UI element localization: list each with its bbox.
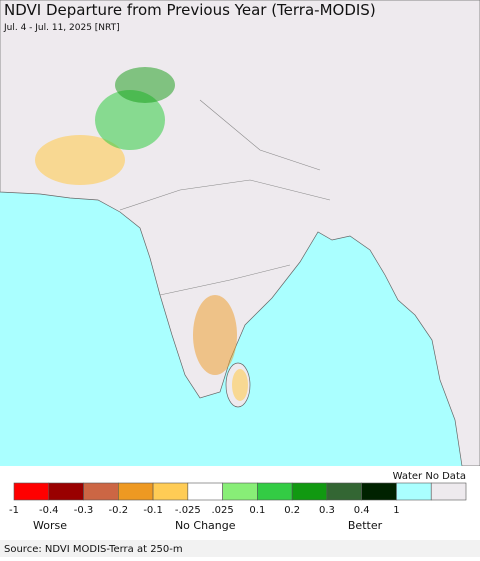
legend: -1 -0.4 -0.3 -0.2 -0.1 -.025 .025 0.1 0.2 0.3 0.4 1… bbox=[9, 471, 467, 532]
map bbox=[0, 0, 480, 467]
legend-label: .025 bbox=[211, 505, 233, 516]
legend-worse: Worse bbox=[33, 519, 67, 532]
border bbox=[119, 99, 331, 296]
legend-water-no-data: Water No Data bbox=[393, 471, 466, 482]
legend-label: 0.3 bbox=[319, 505, 335, 516]
legend-label: -1 bbox=[9, 505, 19, 516]
legend-label: -0.2 bbox=[109, 505, 129, 516]
patch bbox=[115, 67, 175, 103]
patch bbox=[232, 369, 248, 401]
legend-label: -.025 bbox=[175, 505, 201, 516]
patch bbox=[95, 90, 165, 150]
patch bbox=[35, 135, 125, 185]
legend-swatch bbox=[83, 482, 119, 501]
legend-swatch bbox=[187, 482, 223, 501]
legend-label: 0.4 bbox=[354, 505, 370, 516]
legend-label: -0.4 bbox=[39, 505, 59, 516]
legend-label: -0.1 bbox=[143, 505, 163, 516]
legend-no-change: No Change bbox=[175, 519, 236, 532]
patch bbox=[193, 295, 237, 375]
legend-swatch bbox=[222, 482, 258, 501]
legend-area bbox=[0, 466, 480, 540]
legend-label: 0.2 bbox=[284, 505, 300, 516]
title: NDVI Departure from Previous Year (Terra… bbox=[4, 1, 376, 19]
legend-swatch bbox=[13, 482, 50, 501]
legend-better: Better bbox=[348, 519, 383, 532]
legend-swatch bbox=[118, 482, 154, 501]
legend-swatch bbox=[430, 482, 467, 501]
legend-swatch bbox=[152, 482, 189, 501]
source: Source: NDVI MODIS-Terra at 250-m bbox=[4, 544, 183, 555]
legend-label: 1 bbox=[393, 505, 399, 516]
legend-swatch bbox=[361, 482, 397, 501]
legend-swatch bbox=[257, 482, 293, 501]
legend-label: -0.3 bbox=[74, 505, 94, 516]
subtitle: Jul. 4 - Jul. 11, 2025 [NRT] bbox=[3, 23, 120, 33]
legend-swatch bbox=[396, 482, 432, 501]
footer-bar bbox=[0, 540, 480, 557]
legend-swatch bbox=[48, 482, 84, 501]
legend-swatch bbox=[291, 482, 328, 501]
legend-swatch bbox=[326, 482, 362, 501]
legend-label: 0.1 bbox=[249, 505, 265, 516]
